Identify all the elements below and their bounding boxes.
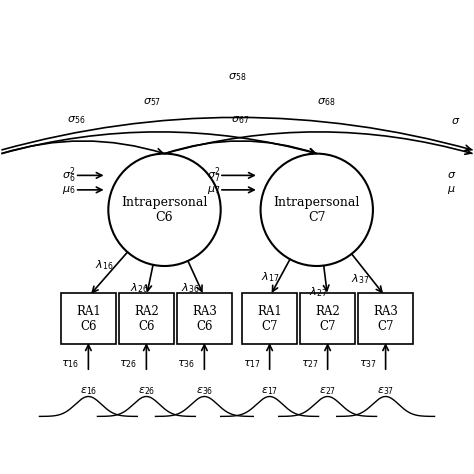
Text: Intrapersonal
C6: Intrapersonal C6: [121, 196, 208, 224]
Text: $\varepsilon_{37}$: $\varepsilon_{37}$: [377, 385, 394, 397]
Text: $\tau_{26}$: $\tau_{26}$: [119, 358, 137, 370]
Text: $\lambda_{37}$: $\lambda_{37}$: [351, 273, 369, 286]
Text: $\mu_7$: $\mu_7$: [207, 184, 221, 196]
Text: $\tau_{36}$: $\tau_{36}$: [177, 358, 195, 370]
Text: $\sigma_{58}$: $\sigma_{58}$: [228, 71, 246, 83]
Text: $\varepsilon_{17}$: $\varepsilon_{17}$: [261, 385, 278, 397]
Text: $\lambda_{36}$: $\lambda_{36}$: [181, 281, 200, 295]
Text: RA2
C7: RA2 C7: [315, 305, 340, 333]
Text: $\mu_6$: $\mu_6$: [62, 184, 76, 196]
Text: RA1
C7: RA1 C7: [257, 305, 282, 333]
Text: $\sigma_{56}$: $\sigma_{56}$: [66, 115, 85, 127]
Text: $\sigma^2_7$: $\sigma^2_7$: [207, 165, 221, 185]
Text: $\lambda_{16}$: $\lambda_{16}$: [95, 258, 113, 272]
Text: $\sigma$: $\sigma$: [447, 170, 456, 181]
Text: RA2
C6: RA2 C6: [134, 305, 159, 333]
Text: $\tau_{37}$: $\tau_{37}$: [358, 358, 376, 370]
Text: RA3
C6: RA3 C6: [192, 305, 217, 333]
Text: $\lambda_{17}$: $\lambda_{17}$: [261, 270, 279, 284]
Text: $\varepsilon_{36}$: $\varepsilon_{36}$: [196, 385, 213, 397]
Text: $\sigma^2_6$: $\sigma^2_6$: [62, 165, 76, 185]
Text: RA3
C7: RA3 C7: [373, 305, 398, 333]
Text: $\varepsilon_{16}$: $\varepsilon_{16}$: [80, 385, 97, 397]
FancyBboxPatch shape: [358, 293, 413, 344]
Text: $\varepsilon_{26}$: $\varepsilon_{26}$: [138, 385, 155, 397]
FancyBboxPatch shape: [177, 293, 232, 344]
FancyBboxPatch shape: [61, 293, 116, 344]
Text: $\lambda_{27}$: $\lambda_{27}$: [309, 285, 327, 299]
Text: $\varepsilon_{27}$: $\varepsilon_{27}$: [319, 385, 336, 397]
FancyBboxPatch shape: [119, 293, 173, 344]
Text: $\sigma_{67}$: $\sigma_{67}$: [231, 115, 250, 127]
Text: Intrapersonal
C7: Intrapersonal C7: [273, 196, 360, 224]
Text: $\tau_{16}$: $\tau_{16}$: [61, 358, 79, 370]
Text: $\sigma_{68}$: $\sigma_{68}$: [317, 97, 335, 109]
Text: $\sigma_{57}$: $\sigma_{57}$: [143, 97, 161, 109]
FancyBboxPatch shape: [242, 293, 297, 344]
Text: $\mu$: $\mu$: [447, 184, 456, 196]
Text: $\tau_{17}$: $\tau_{17}$: [243, 358, 260, 370]
Text: $\lambda_{26}$: $\lambda_{26}$: [130, 281, 148, 295]
FancyBboxPatch shape: [301, 293, 355, 344]
Text: RA1
C6: RA1 C6: [76, 305, 101, 333]
Text: $\sigma$: $\sigma$: [451, 117, 460, 127]
Text: $\tau_{27}$: $\tau_{27}$: [301, 358, 319, 370]
